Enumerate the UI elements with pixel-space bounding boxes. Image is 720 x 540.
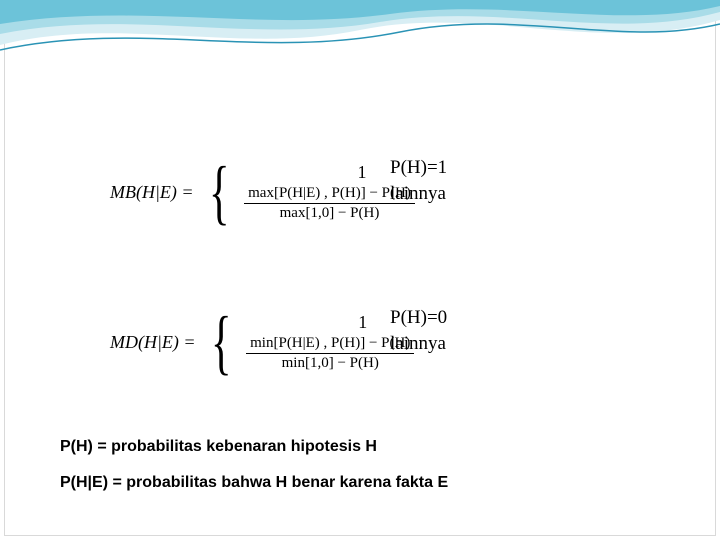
wave-svg xyxy=(0,0,720,90)
mb-denominator: max[1,0] − P(H) xyxy=(276,204,384,222)
wave-decoration xyxy=(0,0,720,90)
mb-lhs: MB(H|E) = xyxy=(110,182,194,203)
md-condition-2: lainnya xyxy=(390,331,447,357)
mb-equation-row: MB(H|E) = { 1 max[P(H|E) , P(H)] − P(H) … xyxy=(110,160,415,225)
md-brace: { xyxy=(210,310,231,375)
md-equation-row: MD(H|E) = { 1 min[P(H|E) , P(H)] − P(H) … xyxy=(110,310,414,375)
footnote-ph: P(H) = probabilitas kebenaran hipotesis … xyxy=(60,438,448,456)
mb-condition-2: lainnya xyxy=(390,181,447,207)
md-lhs: MD(H|E) = xyxy=(110,332,196,353)
footnote-phe: P(H|E) = probabilitas bahwa H benar kare… xyxy=(60,474,448,492)
mb-conditions: P(H)=1 lainnya xyxy=(390,155,447,206)
md-conditions: P(H)=0 lainnya xyxy=(390,305,447,356)
slide: MB(H|E) = { 1 max[P(H|E) , P(H)] − P(H) … xyxy=(0,0,720,540)
md-formula: MD(H|E) = { 1 min[P(H|E) , P(H)] − P(H) … xyxy=(110,310,414,375)
mb-formula: MB(H|E) = { 1 max[P(H|E) , P(H)] − P(H) … xyxy=(110,160,415,225)
md-denominator: min[1,0] − P(H) xyxy=(278,354,383,372)
md-condition-1: P(H)=0 xyxy=(390,305,447,331)
mb-condition-1: P(H)=1 xyxy=(390,155,447,181)
mb-brace: { xyxy=(208,160,229,225)
footnotes: P(H) = probabilitas kebenaran hipotesis … xyxy=(60,438,448,492)
